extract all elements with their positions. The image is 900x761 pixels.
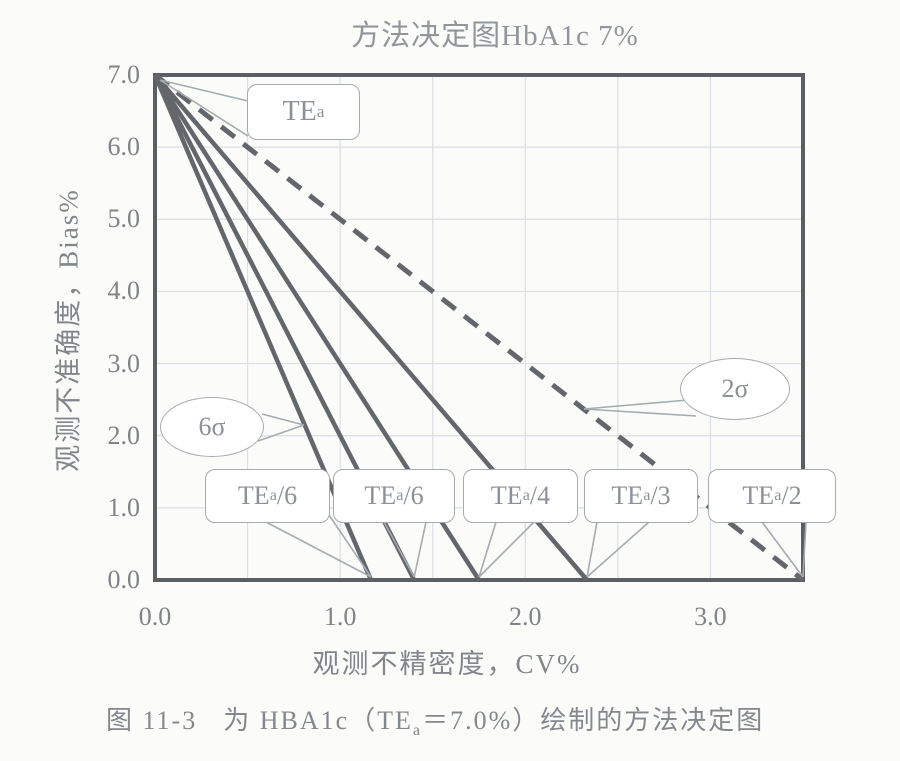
- chart-title: 方法决定图HbA1c 7%: [351, 20, 639, 52]
- caption-text: 为 HBA1c（TEa＝7.0%）绘制的方法决定图: [223, 706, 765, 740]
- callout-tea-2: TE a/2: [708, 469, 836, 523]
- callout-six-sigma: 6σ: [160, 397, 264, 457]
- y-tick-1.0: 1.0: [107, 492, 141, 522]
- callout-tea-6-second: TE a/6: [333, 469, 455, 523]
- x-tick-0.0: 0.0: [138, 602, 172, 631]
- y-tick-3.0: 3.0: [107, 348, 141, 378]
- callout-tea: TE a: [247, 84, 360, 140]
- callout-tea-6-first: TE a/6: [205, 469, 330, 523]
- figure-caption: 图 11-3 为 HBA1c（TEa＝7.0%）绘制的方法决定图: [106, 700, 764, 740]
- y-tick-2.0: 2.0: [107, 420, 141, 450]
- x-axis-title: 观测不精密度，CV%: [312, 649, 582, 679]
- callout-pointers: [159, 79, 807, 578]
- y-tick-7.0: 7.0: [107, 60, 141, 89]
- y-tick-6.0: 6.0: [107, 132, 141, 162]
- y-tick-0.0: 0.0: [107, 565, 141, 594]
- callout-label: 6σ: [198, 412, 226, 441]
- y-tick-5.0: 5.0: [107, 204, 141, 234]
- caption-subscript: a: [412, 722, 423, 740]
- gridlines: [155, 75, 803, 580]
- callout-tea-4: TE a/4: [463, 469, 578, 523]
- y-tick-4.0: 4.0: [107, 276, 141, 306]
- x-tick-3.0: 3.0: [694, 602, 727, 631]
- callout-two-sigma: 2σ: [680, 358, 790, 420]
- callout-label: 2σ: [721, 374, 749, 403]
- figure-number: 图 11-3: [106, 706, 198, 735]
- x-tick-1.0: 1.0: [323, 602, 357, 631]
- callout-tea-3: TE a/3: [584, 469, 698, 523]
- x-tick-2.0: 2.0: [509, 602, 542, 631]
